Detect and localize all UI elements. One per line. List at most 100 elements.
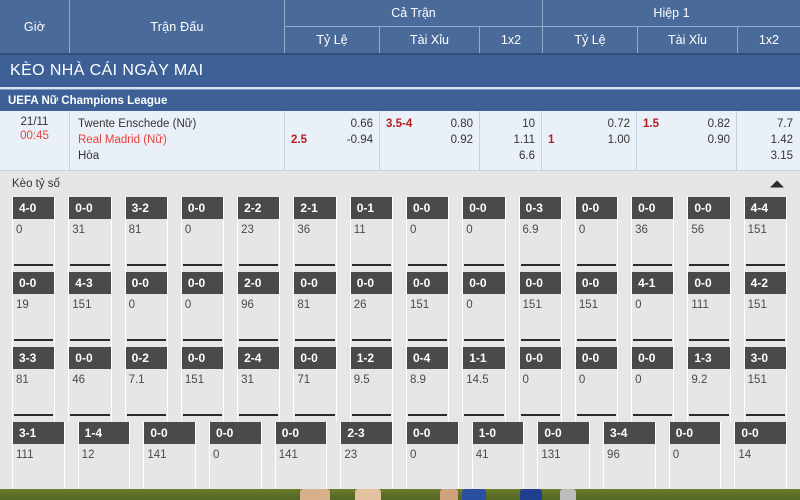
- ht-1x2-draw[interactable]: 1.42: [770, 134, 793, 146]
- correct-score-odds[interactable]: 0: [633, 294, 673, 341]
- correct-score-option[interactable]: 0-0 0: [209, 422, 262, 497]
- column-header-ht-1x2[interactable]: 1x2: [758, 33, 780, 47]
- correct-score-option[interactable]: 0-0 151: [574, 272, 619, 347]
- ht-handicap-line[interactable]: 1: [548, 134, 555, 146]
- correct-score-odds[interactable]: 151: [407, 294, 448, 341]
- correct-score-option[interactable]: 0-0 151: [180, 347, 225, 422]
- correct-score-option[interactable]: 0-0 0: [574, 197, 619, 272]
- correct-score-odds[interactable]: 23: [342, 444, 392, 491]
- correct-score-option[interactable]: 0-0 56: [687, 197, 731, 272]
- ht-1x2-cell[interactable]: 7.7 1.42 3.15: [737, 111, 799, 170]
- correct-score-odds[interactable]: 151: [70, 294, 110, 341]
- correct-score-option[interactable]: 0-0 81: [293, 272, 337, 347]
- correct-score-option[interactable]: 4-2 151: [743, 272, 787, 347]
- correct-score-odds[interactable]: 12: [79, 444, 129, 491]
- column-header-ft-handicap[interactable]: Tỷ Lệ: [285, 27, 380, 53]
- ht-handicap-under[interactable]: 1.00: [607, 134, 630, 146]
- ft-overunder-cell[interactable]: 3.5-4 0.80 0.92: [380, 111, 480, 170]
- correct-score-odds[interactable]: 9.2: [689, 369, 729, 416]
- correct-score-odds[interactable]: 81: [295, 294, 335, 341]
- correct-score-option[interactable]: 0-0 0: [574, 347, 619, 422]
- ht-overunder-over[interactable]: 0.82: [707, 118, 730, 130]
- correct-score-odds[interactable]: 131: [539, 444, 589, 491]
- correct-score-option[interactable]: 0-0 111: [687, 272, 731, 347]
- correct-score-option[interactable]: 0-0 0: [405, 197, 450, 272]
- correct-score-odds[interactable]: 0: [633, 369, 673, 416]
- correct-score-option[interactable]: 1-3 9.2: [687, 347, 731, 422]
- correct-score-odds[interactable]: 141: [276, 444, 326, 491]
- correct-score-odds[interactable]: 46: [70, 369, 110, 416]
- correct-score-option[interactable]: 0-0 0: [518, 347, 562, 422]
- ft-1x2-away[interactable]: 6.6: [519, 150, 535, 162]
- correct-score-odds[interactable]: 26: [351, 294, 391, 341]
- correct-score-option[interactable]: 2-4 31: [237, 347, 281, 422]
- correct-score-option[interactable]: 0-0 36: [631, 197, 675, 272]
- correct-score-odds[interactable]: 151: [745, 294, 785, 341]
- correct-score-option[interactable]: 1-4 12: [77, 422, 131, 497]
- ht-1x2-home[interactable]: 7.7: [777, 118, 793, 130]
- correct-score-option[interactable]: 4-0 0: [12, 197, 56, 272]
- correct-score-odds[interactable]: 81: [14, 369, 54, 416]
- correct-score-odds[interactable]: 96: [239, 294, 279, 341]
- correct-score-odds[interactable]: 0: [408, 444, 457, 491]
- ft-overunder-under[interactable]: 0.92: [450, 134, 473, 146]
- correct-score-option[interactable]: 4-3 151: [68, 272, 112, 347]
- correct-score-option[interactable]: 0-0 31: [68, 197, 112, 272]
- correct-score-odds[interactable]: 0: [576, 219, 617, 266]
- correct-score-odds[interactable]: 14: [736, 444, 786, 491]
- ft-1x2-home[interactable]: 10: [522, 118, 535, 130]
- correct-score-option[interactable]: 0-0 0: [668, 422, 722, 497]
- correct-score-option[interactable]: 1-0 41: [471, 422, 525, 497]
- correct-score-option[interactable]: 0-0 131: [537, 422, 591, 497]
- correct-score-odds[interactable]: 0: [464, 219, 504, 266]
- ft-handicap-line[interactable]: 2.5: [291, 134, 307, 146]
- correct-score-odds[interactable]: 151: [182, 369, 223, 416]
- correct-score-option[interactable]: 0-3 6.9: [518, 197, 562, 272]
- correct-score-option[interactable]: 2-3 23: [340, 422, 394, 497]
- correct-score-option[interactable]: 0-2 7.1: [124, 347, 168, 422]
- correct-score-option[interactable]: 0-0 14: [734, 422, 788, 497]
- ht-overunder-under[interactable]: 0.90: [707, 134, 730, 146]
- correct-score-option[interactable]: 2-2 23: [237, 197, 281, 272]
- column-header-ft-1x2[interactable]: 1x2: [500, 33, 522, 47]
- correct-score-option[interactable]: 4-4 151: [743, 197, 787, 272]
- correct-score-odds[interactable]: 0: [670, 444, 720, 491]
- correct-score-odds[interactable]: 0: [520, 369, 560, 416]
- triangle-up-icon[interactable]: [770, 180, 784, 188]
- correct-score-option[interactable]: 0-0 71: [293, 347, 337, 422]
- column-header-ht-overunder[interactable]: Tài Xỉu: [638, 27, 738, 53]
- correct-score-odds[interactable]: 9.5: [351, 369, 391, 416]
- correct-score-option[interactable]: 3-3 81: [12, 347, 56, 422]
- correct-score-option[interactable]: 0-0 151: [405, 272, 450, 347]
- correct-score-odds[interactable]: 8.9: [407, 369, 448, 416]
- correct-score-option[interactable]: 0-1 11: [349, 197, 393, 272]
- correct-score-odds[interactable]: 36: [633, 219, 673, 266]
- correct-score-option[interactable]: 3-2 81: [124, 197, 168, 272]
- correct-score-option[interactable]: 1-1 14.5: [462, 347, 506, 422]
- correct-score-odds[interactable]: 0: [211, 444, 260, 491]
- correct-score-odds[interactable]: 14.5: [464, 369, 504, 416]
- ft-handicap-over[interactable]: 0.66: [350, 118, 373, 130]
- correct-score-option[interactable]: 0-0 0: [180, 197, 225, 272]
- ht-overunder-cell[interactable]: 1.5 0.82 0.90: [637, 111, 737, 170]
- correct-score-odds[interactable]: 0: [182, 219, 223, 266]
- correct-score-odds[interactable]: 151: [745, 369, 785, 416]
- correct-score-section-header[interactable]: Kèo tỷ số: [0, 171, 800, 197]
- correct-score-option[interactable]: 0-0 26: [349, 272, 393, 347]
- correct-score-odds[interactable]: 151: [520, 294, 560, 341]
- league-header[interactable]: UEFA Nữ Champions League: [0, 89, 800, 111]
- correct-score-odds[interactable]: 0: [407, 219, 448, 266]
- ft-overunder-line[interactable]: 3.5-4: [386, 118, 413, 130]
- correct-score-odds[interactable]: 0: [126, 294, 166, 341]
- correct-score-option[interactable]: 3-4 96: [603, 422, 656, 497]
- correct-score-option[interactable]: 0-0 19: [12, 272, 56, 347]
- correct-score-option[interactable]: 0-0 0: [462, 272, 506, 347]
- column-header-match[interactable]: Trận Đấu: [70, 0, 285, 53]
- correct-score-option[interactable]: 0-0 141: [274, 422, 328, 497]
- correct-score-option[interactable]: 0-0 0: [180, 272, 225, 347]
- column-header-ft-overunder[interactable]: Tài Xỉu: [380, 27, 480, 53]
- correct-score-odds[interactable]: 111: [689, 294, 729, 341]
- correct-score-option[interactable]: 0-0 0: [406, 422, 459, 497]
- correct-score-odds[interactable]: 11: [351, 219, 391, 266]
- correct-score-odds[interactable]: 31: [239, 369, 279, 416]
